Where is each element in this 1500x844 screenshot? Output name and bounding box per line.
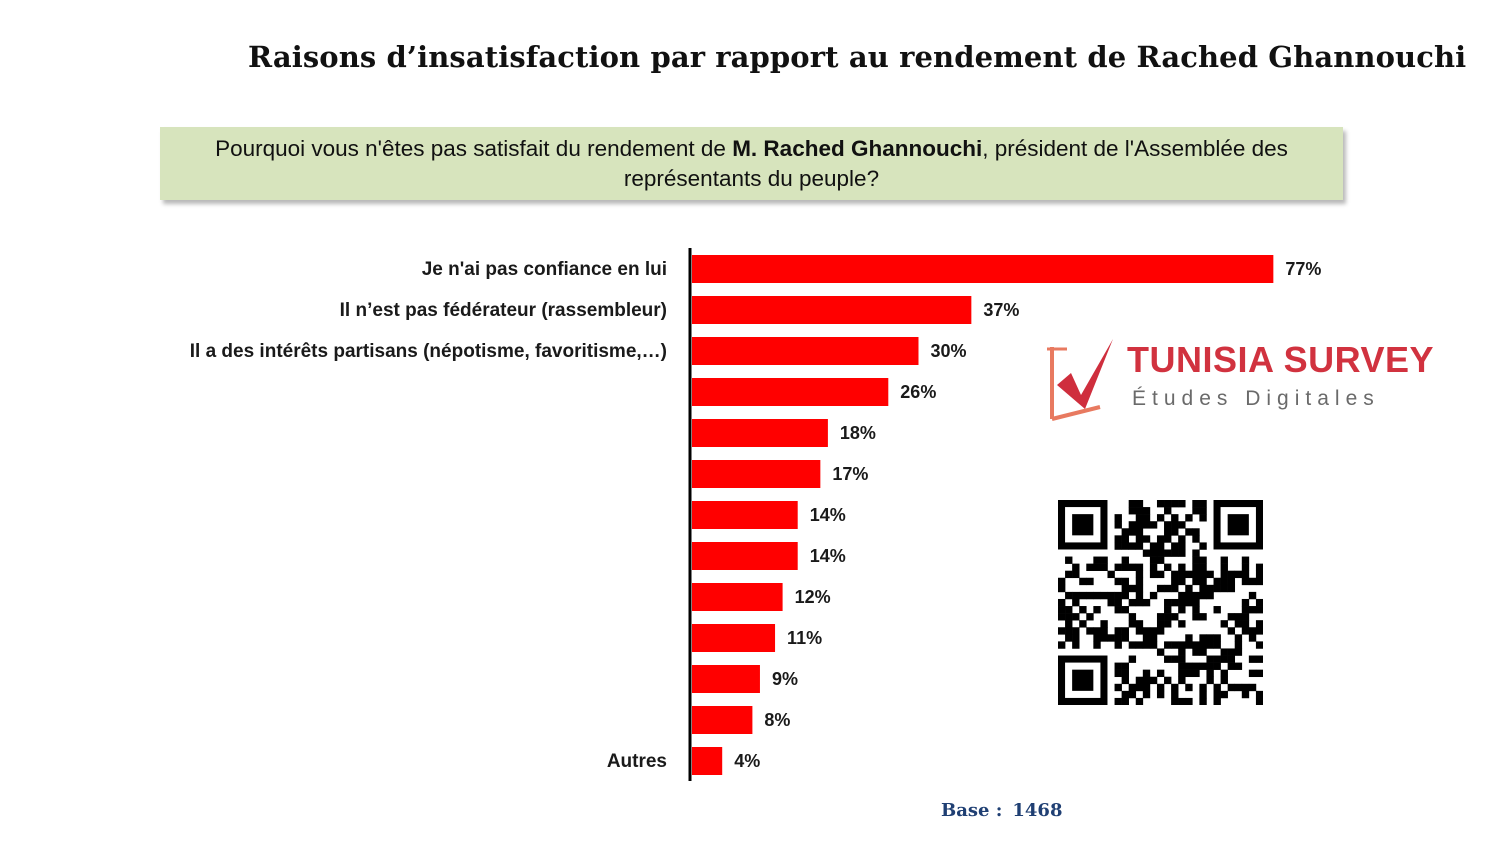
question-text: Pourquoi vous n'êtes pas satisfait du re… (178, 134, 1325, 194)
tunisia-survey-logo: TUNISIA SURVEY Études Digitales (1045, 335, 1455, 425)
bar-10 (692, 624, 776, 652)
value-label-12: 8% (764, 710, 790, 730)
question-text-end: , président de l'Assemblée des représent… (623, 135, 1288, 191)
value-label-11: 9% (772, 669, 798, 689)
value-label-5: 18% (840, 423, 876, 443)
category-label-3: Il a des intérêts partisans (népotisme, … (190, 341, 667, 362)
bar-7 (692, 501, 798, 529)
value-label-6: 17% (832, 464, 868, 484)
value-label-13: 4% (734, 751, 760, 771)
bar-8 (692, 542, 798, 570)
bar-5 (692, 419, 828, 447)
question-text-start: Pourquoi vous n'êtes pas satisfait du re… (215, 135, 733, 161)
bar-13 (692, 747, 723, 775)
qr-code-icon (1058, 500, 1263, 705)
bar-2 (692, 296, 972, 324)
value-label-9: 12% (795, 587, 831, 607)
base-label: Base : (941, 800, 1003, 821)
value-label-7: 14% (810, 505, 846, 525)
logo-subtitle: Études Digitales (1132, 387, 1380, 410)
bar-11 (692, 665, 760, 693)
bar-12 (692, 706, 753, 734)
value-label-10: 11% (787, 628, 822, 648)
bar-4 (692, 378, 889, 406)
bar-1 (692, 255, 1274, 283)
value-label-2: 37% (983, 300, 1019, 320)
category-label-13: Autres (607, 751, 667, 772)
page-title: Raisons d’insatisfaction par rapport au … (248, 40, 1467, 74)
question-text-bold: M. Rached Ghannouchi (732, 135, 983, 161)
bar-6 (692, 460, 821, 488)
bar-9 (692, 583, 783, 611)
category-label-2: Il n’est pas fédérateur (rassembleur) (340, 300, 667, 321)
value-label-1: 77% (1285, 259, 1321, 279)
category-label-1: Je n'ai pas confiance en lui (422, 259, 667, 280)
question-box: Pourquoi vous n'êtes pas satisfait du re… (160, 127, 1343, 200)
value-label-3: 30% (931, 341, 967, 361)
bar-3 (692, 337, 919, 365)
checkmark-logo-icon (1047, 339, 1113, 421)
base-note: Base : 1468 (941, 800, 1062, 821)
value-label-8: 14% (810, 546, 846, 566)
base-value: 1468 (1012, 800, 1063, 821)
logo-name: TUNISIA SURVEY (1127, 339, 1435, 380)
value-label-4: 26% (900, 382, 936, 402)
